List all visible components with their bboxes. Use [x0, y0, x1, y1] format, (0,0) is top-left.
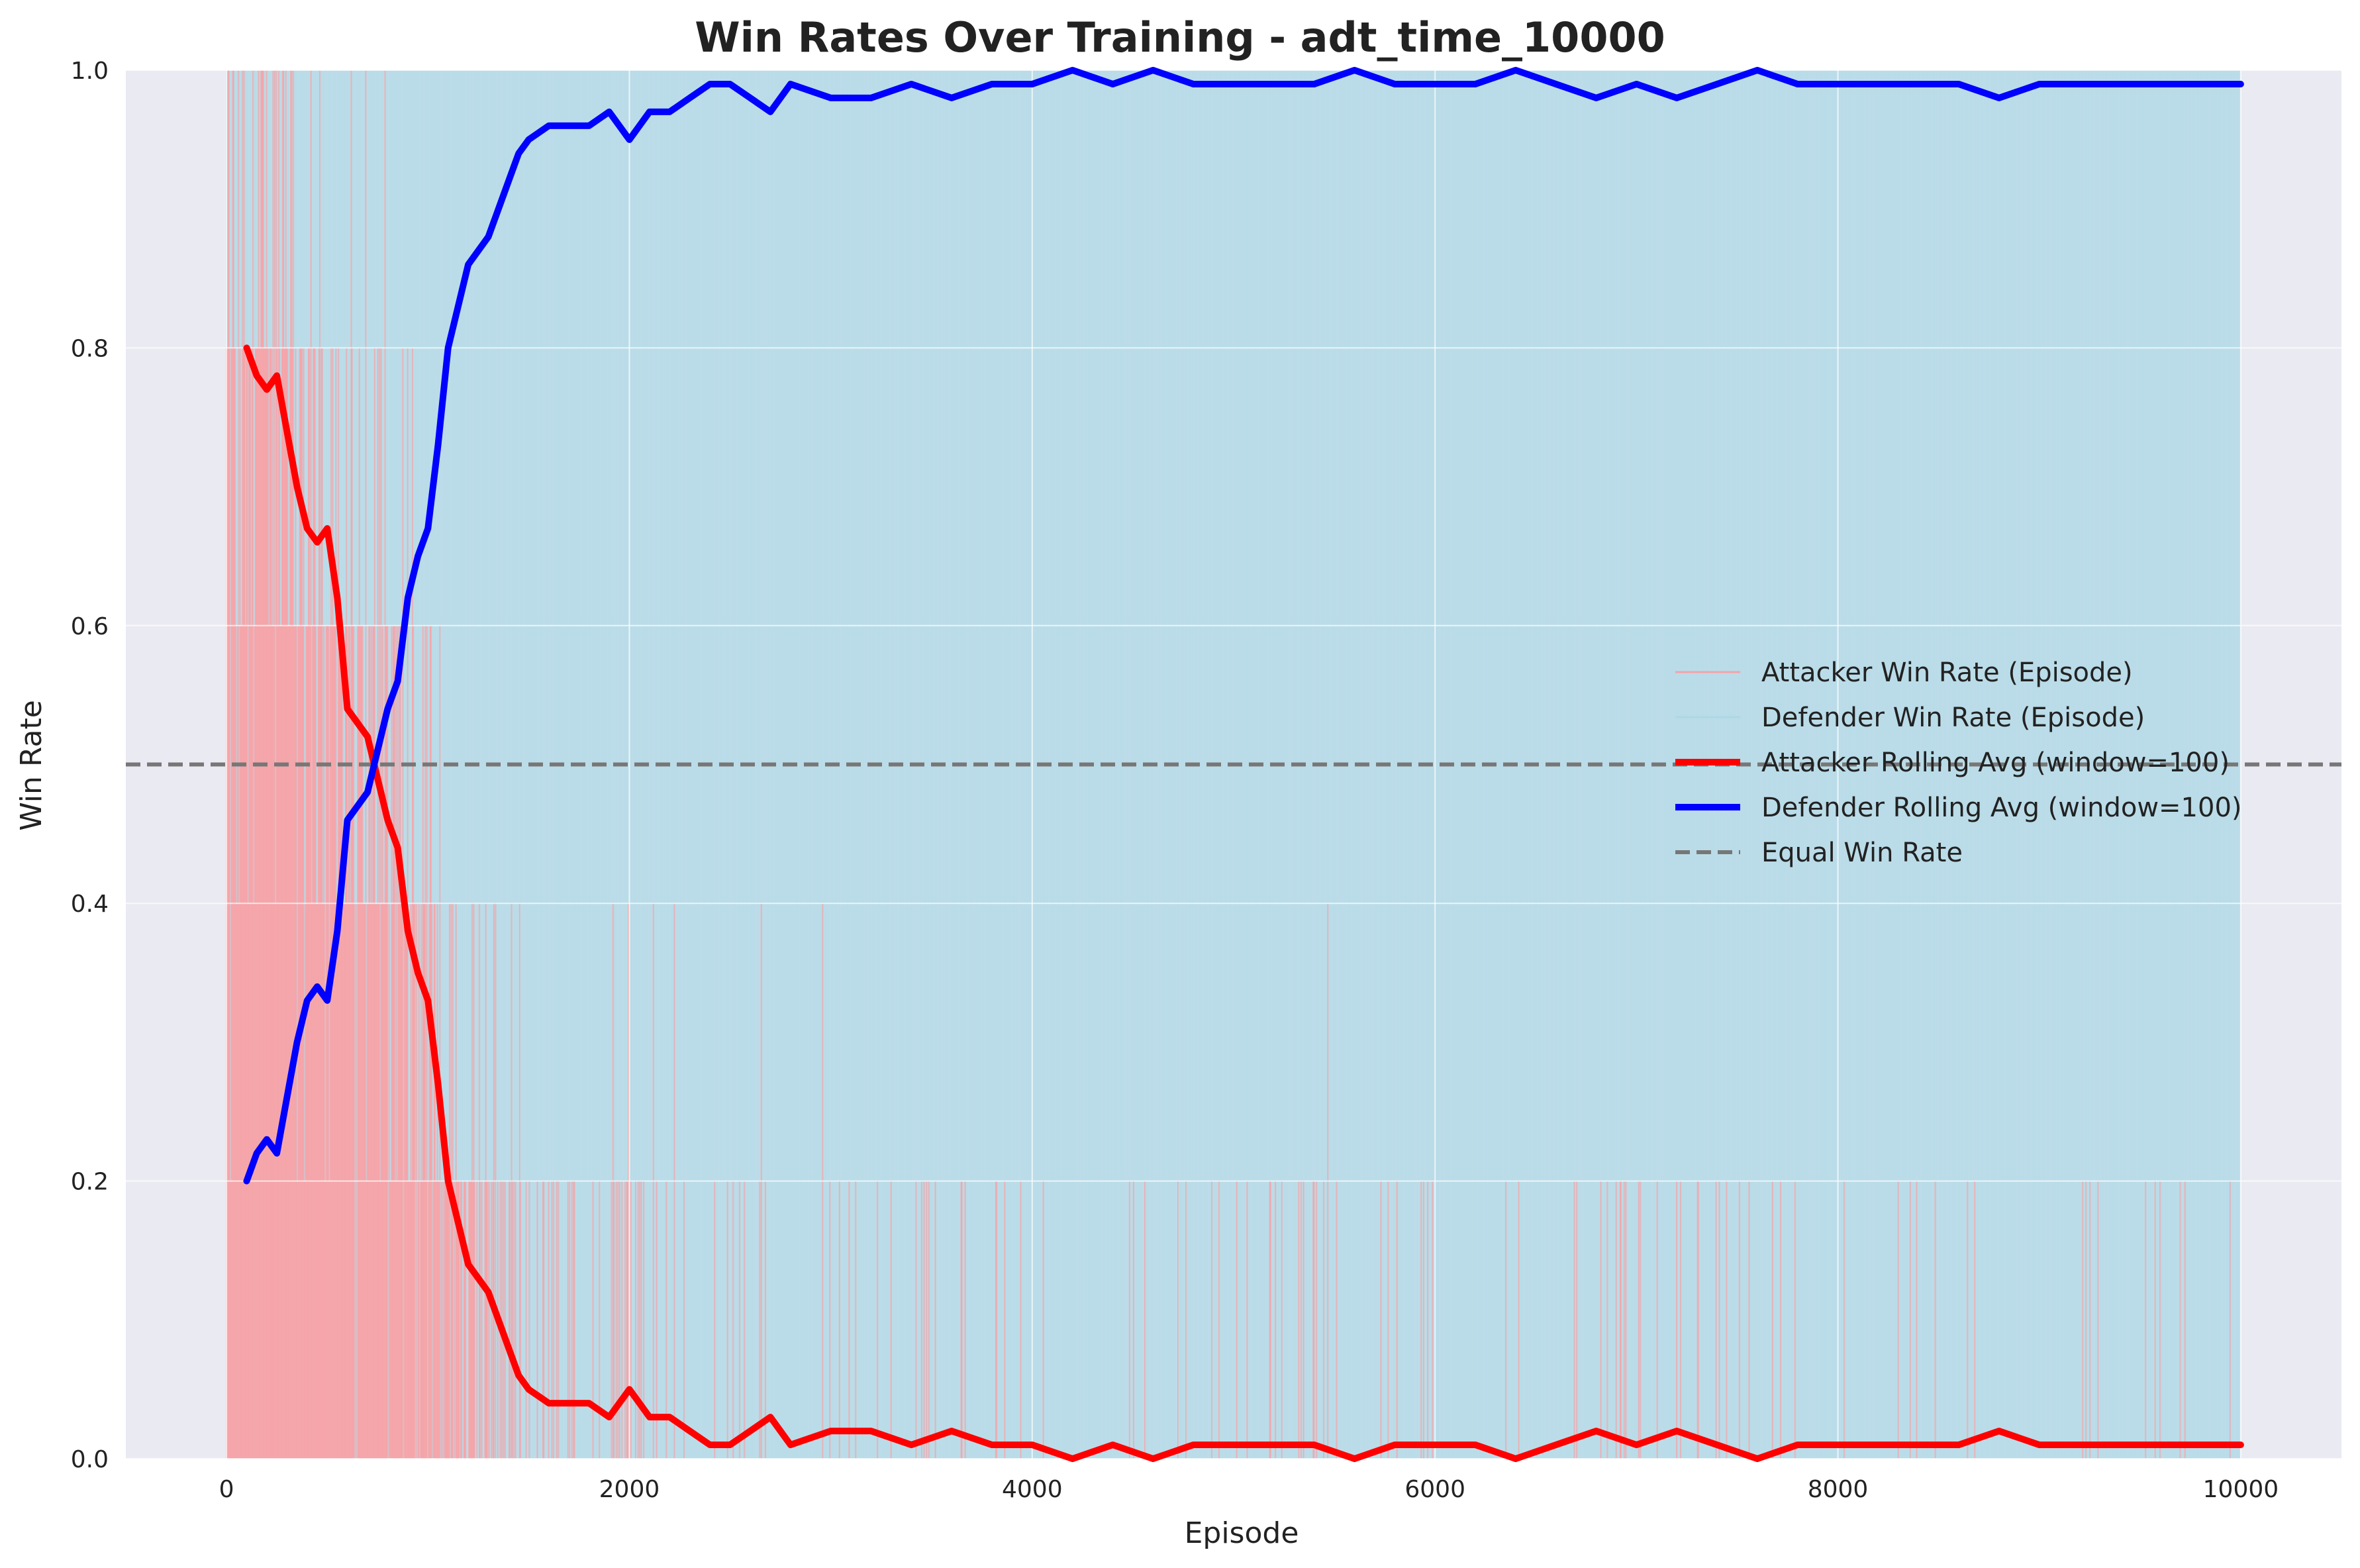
x-tick-label: 10000 — [2203, 1476, 2279, 1503]
legend-label: Equal Win Rate — [1761, 838, 1963, 868]
y-tick-label: 0.2 — [71, 1169, 109, 1196]
legend-label: Attacker Rolling Avg (window=100) — [1761, 748, 2230, 778]
y-tick-label: 0.8 — [71, 335, 109, 362]
defender-rolling-avg-line — [243, 67, 2244, 1185]
legend-label: Defender Win Rate (Episode) — [1761, 703, 2145, 733]
y-axis-label: Win Rate — [15, 700, 48, 831]
rolling-average-lines — [243, 67, 2244, 1462]
x-tick-label: 2000 — [599, 1476, 660, 1503]
grid-lines — [126, 70, 2341, 1459]
x-axis-label: Episode — [1185, 1516, 1299, 1550]
legend-label: Defender Rolling Avg (window=100) — [1761, 793, 2242, 823]
x-tick-label: 4000 — [1002, 1476, 1063, 1503]
y-tick-label: 0.6 — [71, 613, 109, 640]
y-tick-label: 0.4 — [71, 891, 109, 918]
y-tick-label: 1.0 — [71, 58, 109, 85]
x-tick-label: 8000 — [1808, 1476, 1869, 1503]
axis-ticks: 0 2000 4000 6000 8000 10000 0.0 0.2 0.4 0.6 0.8 1.0 — [71, 58, 2279, 1503]
chart-title: Win Rates Over Training - adt_time_10000 — [695, 13, 1665, 62]
legend: Attacker Win Rate (Episode) Defender Win … — [1675, 658, 2242, 868]
x-tick-label: 0 — [219, 1476, 234, 1503]
y-tick-label: 0.0 — [71, 1446, 109, 1473]
x-tick-label: 6000 — [1404, 1476, 1465, 1503]
attacker-rolling-avg-line — [243, 344, 2244, 1462]
legend-label: Attacker Win Rate (Episode) — [1761, 658, 2133, 688]
